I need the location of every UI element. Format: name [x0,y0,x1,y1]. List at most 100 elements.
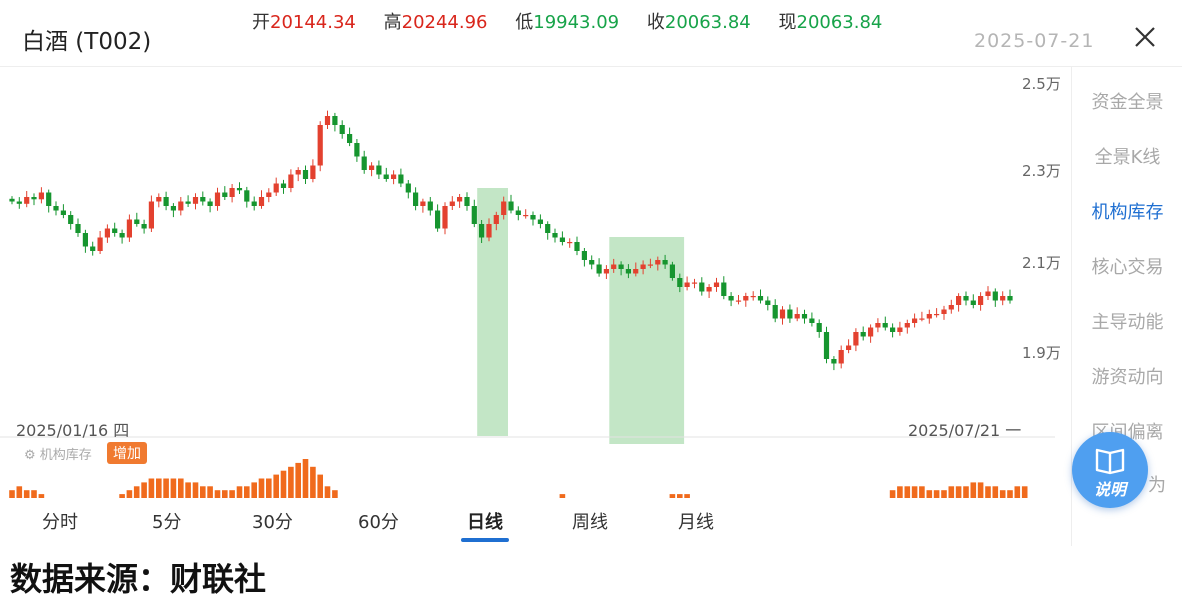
candle [398,168,404,188]
kline-chart[interactable] [0,66,1070,546]
candle [750,291,756,301]
volume-bar [302,459,309,498]
volume-bar [192,482,199,498]
candle [552,228,558,243]
nav-full-kline[interactable]: 全景K线 [1094,147,1161,168]
volume-bar [677,494,683,498]
candle [699,277,705,296]
candle [192,193,199,210]
candle [9,196,15,205]
nav-institution-stock[interactable]: 机构库存 [1091,202,1164,223]
volume-bar [559,494,566,498]
nav-hot-money[interactable]: 游资动向 [1091,367,1164,388]
volume-bar [948,486,955,498]
candle [449,196,455,210]
candle [170,203,176,218]
candle [530,211,536,226]
candle [978,292,984,311]
volume-bar [258,478,265,498]
candle [823,326,830,364]
volume-bar [288,466,294,498]
ohlc-open: 开20144.34 [252,12,356,33]
tab-weekly[interactable]: 周线 [572,512,608,533]
volume-bar [156,478,162,498]
candle [890,323,896,338]
y-label-19k: 1.9万 [1022,344,1061,362]
volume-bar [889,490,896,498]
candle [185,195,191,207]
volume-bar [324,486,331,498]
volume-bar [222,490,228,498]
volume-bar [273,474,279,498]
candle [963,291,969,306]
nav-fund-overview[interactable]: 资金全景 [1091,92,1164,113]
candle [684,276,690,291]
tab-monthly[interactable]: 月线 [678,512,714,533]
candle [420,198,426,213]
candle [457,194,463,208]
ohlc-close: 收20063.84 [646,12,751,33]
candle [148,195,154,232]
candle [882,316,888,331]
volume-bar [280,470,287,498]
volume-bar [207,486,213,498]
tab-timeshare[interactable]: 分时 [42,512,78,533]
volume-bar [23,490,30,498]
candle [317,121,323,172]
candle [405,180,411,199]
candle [589,255,595,270]
nav-core-trade[interactable]: 核心交易 [1091,257,1164,278]
volume-bar [955,486,962,498]
tab-60min[interactable]: 60分 [358,512,399,533]
candle [46,189,52,213]
candle [919,311,925,322]
candle [838,345,844,369]
volume-bar [214,490,221,498]
volume-bar [266,478,272,498]
candle [713,277,720,292]
candle [860,326,866,341]
volume-bar [148,478,155,498]
close-icon[interactable] [1130,22,1160,52]
candle [743,292,749,307]
volume-bar [236,486,243,498]
volume-bar [999,490,1006,498]
volume-bar [332,490,338,498]
y-label-25k: 2.5万 [1022,75,1061,93]
candle [691,278,698,289]
candle [280,179,287,194]
y-label-21k: 2.1万 [1022,254,1061,272]
candle [735,295,742,305]
nav-momentum[interactable]: 主导动能 [1091,312,1164,333]
candle [640,260,646,275]
highlight-layer [477,188,685,444]
candle [801,309,808,324]
candle-layer [9,110,1013,371]
volume-legend: ⚙ 机构库存 [24,448,92,463]
candle [941,305,947,320]
candle [1000,291,1006,306]
tab-5min[interactable]: 5分 [152,512,182,533]
candle [508,194,514,214]
nav-partial-item[interactable]: 为 [1148,475,1166,496]
tab-30min[interactable]: 30分 [252,512,293,533]
candle [831,356,837,371]
candle [669,261,675,281]
help-label: 说明 [1093,480,1126,499]
candle [625,264,631,279]
volume-bar [16,486,23,498]
candle [611,258,617,273]
help-button[interactable]: 说明 [1072,432,1148,508]
start-date: 2025/01/16 四 [16,421,130,440]
tab-daily[interactable]: 日线 [467,512,503,533]
candle [809,312,815,327]
candle [163,191,169,211]
candle [38,187,44,204]
candle [992,288,998,307]
candle [236,182,243,194]
candle [779,306,786,325]
candle [126,214,132,242]
candle [581,248,587,267]
volume-bar [38,494,45,498]
candle [596,258,602,277]
